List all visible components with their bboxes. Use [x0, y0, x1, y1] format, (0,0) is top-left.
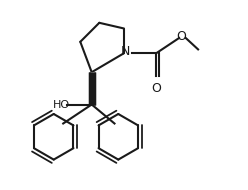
Text: O: O: [176, 30, 186, 43]
Polygon shape: [90, 72, 94, 104]
Text: N: N: [121, 45, 131, 58]
Text: HO: HO: [53, 100, 70, 109]
Text: O: O: [151, 82, 161, 95]
